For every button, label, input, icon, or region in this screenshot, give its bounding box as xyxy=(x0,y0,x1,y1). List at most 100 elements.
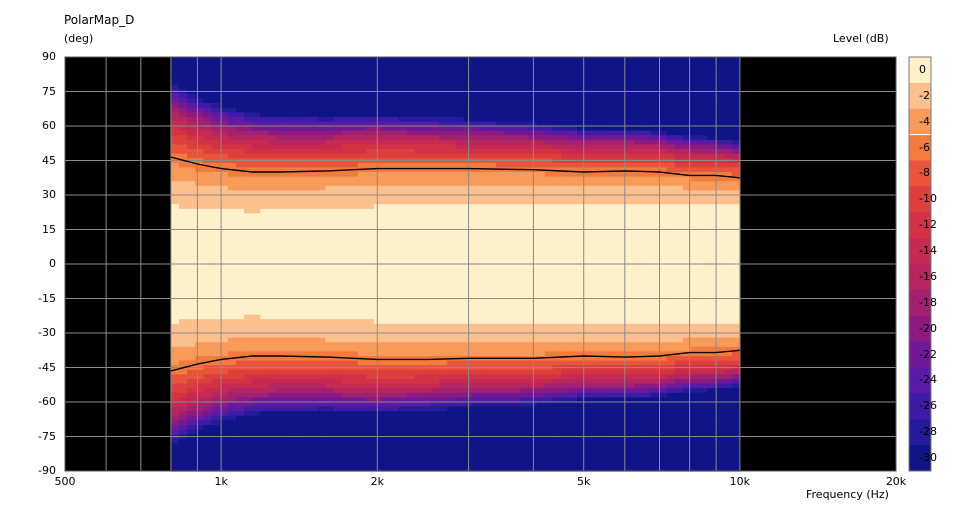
heatmap-cell xyxy=(390,250,400,256)
heatmap-cell xyxy=(439,374,448,380)
heatmap-cell xyxy=(300,438,310,444)
heatmap-cell xyxy=(577,277,587,283)
heatmap-cell xyxy=(382,213,391,219)
heatmap-cell xyxy=(439,268,448,274)
heatmap-cell xyxy=(593,80,603,86)
heatmap-cell xyxy=(593,213,603,219)
heatmap-cell xyxy=(439,176,448,182)
heatmap-cell xyxy=(593,356,603,362)
heatmap-cell xyxy=(227,93,237,99)
heatmap-cell xyxy=(382,415,391,421)
heatmap-cell xyxy=(325,402,335,408)
heatmap-cell xyxy=(374,241,383,247)
heatmap-cell xyxy=(252,457,261,463)
heatmap-cell xyxy=(439,153,448,159)
heatmap-cell xyxy=(211,356,221,362)
heatmap-cell xyxy=(382,273,391,279)
heatmap-cell xyxy=(390,420,400,426)
heatmap-cell xyxy=(601,356,611,362)
heatmap-cell xyxy=(227,392,237,398)
heatmap-cell xyxy=(187,333,196,339)
heatmap-cell xyxy=(455,291,465,297)
heatmap-cell xyxy=(170,406,180,412)
heatmap-cell xyxy=(203,379,213,385)
heatmap-cell xyxy=(349,245,359,251)
heatmap-cell xyxy=(187,319,196,325)
heatmap-cell xyxy=(317,241,326,247)
heatmap-cell xyxy=(577,126,587,132)
heatmap-cell xyxy=(585,356,595,362)
heatmap-cell xyxy=(211,245,221,251)
heatmap-cell xyxy=(203,236,213,242)
heatmap-cell xyxy=(357,121,367,127)
heatmap-cell xyxy=(463,383,473,389)
heatmap-cell xyxy=(609,57,619,63)
heatmap-cell xyxy=(268,121,278,127)
heatmap-cell xyxy=(170,254,180,260)
heatmap-cell xyxy=(536,66,546,72)
heatmap-cell xyxy=(471,287,481,293)
heatmap-cell xyxy=(585,425,595,431)
heatmap-cell xyxy=(244,195,253,201)
heatmap-cell xyxy=(284,466,294,472)
heatmap-cell xyxy=(317,130,326,136)
heatmap-cell xyxy=(504,80,513,86)
heatmap-cell xyxy=(227,222,237,228)
heatmap-cell xyxy=(585,236,595,242)
heatmap-cell xyxy=(447,130,456,136)
heatmap-cell xyxy=(414,388,424,394)
heatmap-cell xyxy=(244,273,253,279)
heatmap-cell xyxy=(479,328,489,334)
heatmap-cell xyxy=(536,75,546,81)
heatmap-cell xyxy=(357,457,367,463)
heatmap-cell xyxy=(398,185,408,191)
heatmap-cell xyxy=(414,162,424,168)
heatmap-cell xyxy=(414,70,424,76)
heatmap-cell xyxy=(414,310,424,316)
heatmap-cell xyxy=(593,218,603,224)
heatmap-cell xyxy=(276,319,286,325)
heatmap-cell xyxy=(617,57,627,63)
heatmap-cell xyxy=(479,374,489,380)
heatmap-cell xyxy=(170,144,180,150)
heatmap-cell xyxy=(455,213,465,219)
heatmap-cell xyxy=(203,388,213,394)
heatmap-cell xyxy=(292,70,302,76)
heatmap-cell xyxy=(317,176,326,182)
heatmap-cell xyxy=(414,250,424,256)
heatmap-cell xyxy=(455,429,465,435)
heatmap-cell xyxy=(219,139,229,145)
heatmap-cell xyxy=(577,319,587,325)
heatmap-cell xyxy=(422,388,432,394)
heatmap-cell xyxy=(520,245,530,251)
heatmap-cell xyxy=(569,310,578,316)
heatmap-cell xyxy=(349,392,359,398)
heatmap-cell xyxy=(284,287,294,293)
heatmap-cell xyxy=(504,57,513,63)
heatmap-cell xyxy=(528,429,538,435)
heatmap-cell xyxy=(276,185,286,191)
heatmap-cell xyxy=(512,80,521,86)
heatmap-cell xyxy=(211,181,221,187)
heatmap-cell xyxy=(349,218,359,224)
heatmap-cell xyxy=(487,342,497,348)
heatmap-cell xyxy=(430,213,440,219)
heatmap-cell xyxy=(244,66,253,72)
heatmap-cell xyxy=(601,300,611,306)
heatmap-cell xyxy=(374,167,383,173)
heatmap-cell xyxy=(219,438,229,444)
heatmap-cell xyxy=(284,245,294,251)
heatmap-cell xyxy=(382,61,391,67)
heatmap-cell xyxy=(430,282,440,288)
heatmap-cell xyxy=(333,319,343,325)
heatmap-cell xyxy=(609,181,619,187)
heatmap-cell xyxy=(512,310,521,316)
heatmap-cell xyxy=(496,98,505,104)
heatmap-cell xyxy=(406,84,416,90)
heatmap-cell xyxy=(487,282,497,288)
heatmap-cell xyxy=(422,176,432,182)
heatmap-cell xyxy=(447,93,456,99)
heatmap-cell xyxy=(414,222,424,228)
heatmap-cell xyxy=(496,323,505,329)
heatmap-cell xyxy=(365,291,375,297)
